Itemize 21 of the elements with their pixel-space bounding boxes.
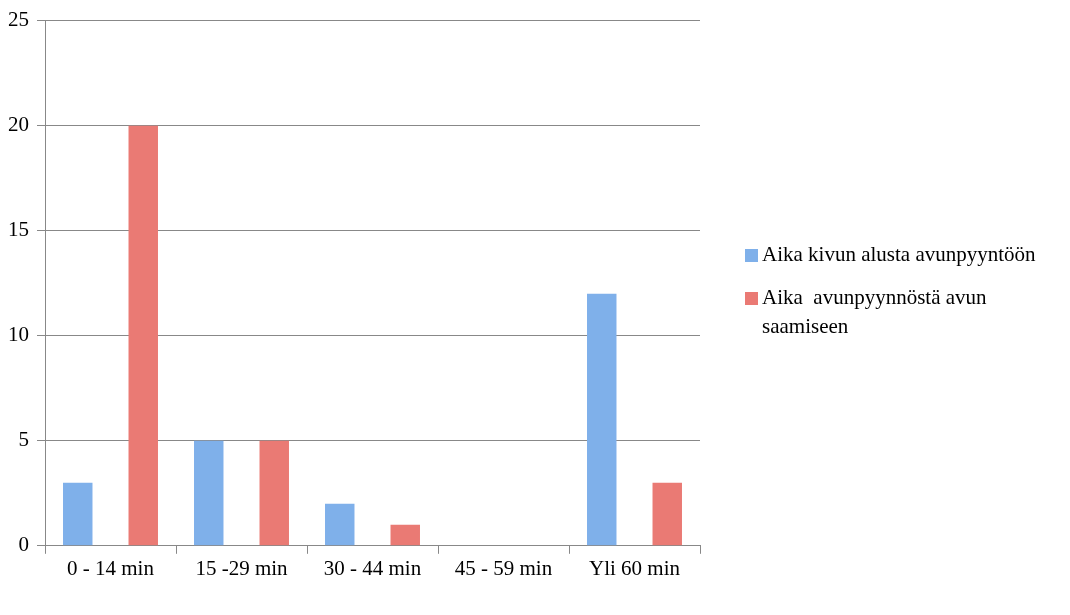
y-tick-label: 20 <box>8 112 29 137</box>
x-tick-label: 15 -29 min <box>195 555 289 580</box>
bar <box>63 482 93 546</box>
x-tick-label: Yli 60 min <box>588 555 681 580</box>
bar <box>652 482 682 546</box>
bar <box>325 503 355 546</box>
y-tick-label: 5 <box>18 427 29 452</box>
bar <box>194 440 224 546</box>
y-tick-label: 0 <box>18 532 29 557</box>
y-tick-label: 25 <box>8 7 29 32</box>
bar <box>128 125 158 546</box>
bar <box>587 293 617 546</box>
legend-label: Aika avunpyynnöstä avun saamiseen <box>762 284 988 340</box>
y-tick-label: 15 <box>8 217 29 242</box>
x-tick-label: 30 - 44 min <box>323 555 422 580</box>
y-tick-label: 10 <box>8 322 29 347</box>
legend-label: Aika kivun alusta avunpyyntöön <box>762 241 1036 268</box>
bar <box>390 524 420 546</box>
x-tick-label: 0 - 14 min <box>67 555 155 580</box>
x-tick-label: 45 - 59 min <box>454 555 553 580</box>
bar <box>259 440 289 546</box>
